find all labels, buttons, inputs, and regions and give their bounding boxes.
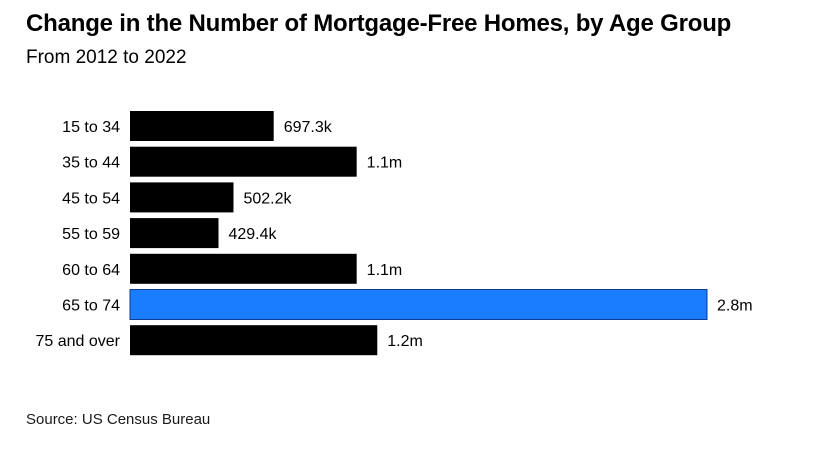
value-label: 429.4k (228, 226, 277, 243)
value-label: 2.8m (717, 298, 753, 315)
bar (130, 325, 378, 356)
value-label: 1.1m (367, 262, 403, 279)
chart-subtitle: From 2012 to 2022 (26, 47, 187, 68)
bars-layer: 15 to 34 697.3k 35 to 44 1.1m 45 to 54 502.2k… (35, 111, 753, 356)
category-label: 35 to 44 (62, 155, 120, 172)
bar (130, 111, 274, 141)
category-label: 60 to 64 (62, 262, 120, 279)
category-label: 65 to 74 (62, 298, 120, 315)
highlighted-bar (129, 289, 708, 320)
category-label: 15 to 34 (62, 119, 120, 136)
value-label: 502.2k (243, 190, 292, 207)
source-note: Source: US Census Bureau (26, 411, 211, 428)
value-label: 697.3k (284, 119, 333, 136)
bar (130, 218, 219, 249)
bar (130, 146, 357, 177)
value-label: 1.2m (387, 333, 423, 350)
category-label: 55 to 59 (62, 226, 120, 243)
chart-title: Change in the Number of Mortgage-Free Ho… (26, 10, 732, 37)
category-label: 45 to 54 (62, 190, 120, 207)
bar (130, 182, 234, 213)
value-label: 1.1m (367, 155, 403, 172)
bar (130, 253, 357, 284)
category-label: 75 and over (35, 333, 120, 350)
